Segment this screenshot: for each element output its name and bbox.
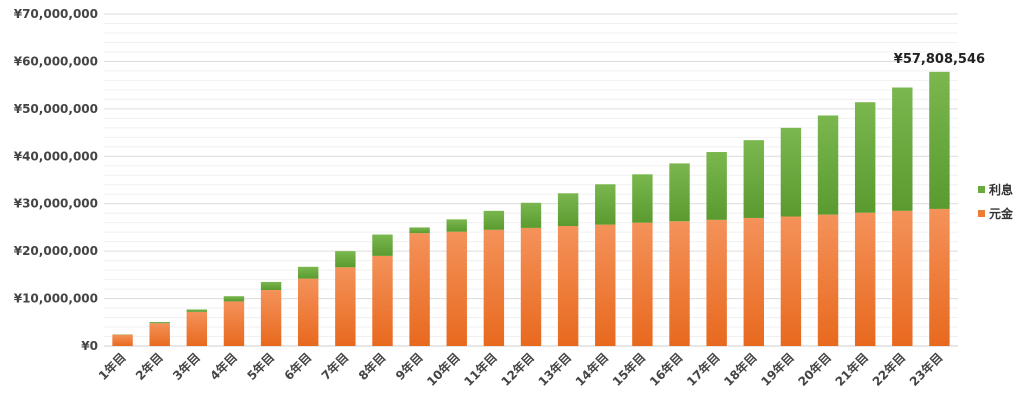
bar-principal	[261, 290, 281, 346]
bar-interest	[224, 296, 244, 301]
y-tick-label: ¥20,000,000	[14, 244, 98, 258]
legend-swatch-interest	[978, 186, 985, 193]
x-tick-label: 22年目	[869, 350, 908, 389]
y-tick-label: ¥70,000,000	[14, 7, 98, 21]
bar-interest	[409, 227, 429, 233]
bar-principal	[818, 215, 838, 346]
x-tick-label: 12年目	[498, 350, 537, 389]
x-tick-label: 20年目	[795, 350, 834, 389]
y-tick-label: ¥40,000,000	[14, 149, 98, 163]
bar-interest	[261, 282, 281, 290]
y-tick-label: ¥60,000,000	[14, 54, 98, 68]
bar-principal	[558, 226, 578, 346]
bar-interest	[447, 219, 467, 231]
x-tick-label: 6年目	[281, 350, 314, 383]
x-tick-label: 16年目	[646, 350, 685, 389]
bar-interest	[372, 235, 392, 256]
bar-principal	[224, 301, 244, 346]
bar-principal	[149, 323, 169, 346]
chart-legend: 利息 元金	[978, 182, 1024, 230]
bar-principal	[744, 218, 764, 346]
x-tick-label: 19年目	[758, 350, 797, 389]
bar-principal	[892, 211, 912, 346]
bar-interest	[929, 72, 949, 209]
bar-interest	[744, 140, 764, 218]
bar-interest	[632, 174, 652, 222]
x-tick-label: 9年目	[392, 350, 425, 383]
bar-principal	[706, 220, 726, 346]
bar-principal	[855, 213, 875, 346]
bar-principal	[409, 233, 429, 346]
x-tick-label: 8年目	[355, 350, 388, 383]
bar-interest	[521, 203, 541, 228]
bar-principal	[669, 221, 689, 346]
bar-interest	[818, 115, 838, 214]
bar-principal	[595, 225, 615, 346]
bar-interest	[781, 128, 801, 217]
bar-principal	[447, 232, 467, 346]
bar-interest	[187, 309, 207, 311]
bar-interest	[484, 211, 504, 230]
x-tick-label: 14年目	[572, 350, 611, 389]
bar-principal	[781, 217, 801, 346]
bar-principal	[298, 279, 318, 346]
legend-item-interest: 利息	[978, 182, 1024, 196]
x-tick-label: 5年目	[244, 350, 277, 383]
bar-principal	[372, 256, 392, 346]
total-annotation: ¥57,808,546	[894, 52, 985, 67]
bar-principal	[632, 223, 652, 346]
y-tick-label: ¥0	[81, 339, 98, 353]
x-tick-label: 23年目	[906, 350, 945, 389]
x-tick-label: 15年目	[609, 350, 648, 389]
x-tick-label: 13年目	[535, 350, 574, 389]
x-tick-label: 21年目	[832, 350, 871, 389]
x-tick-label: 3年目	[169, 350, 202, 383]
bar-interest	[892, 88, 912, 211]
bar-principal	[929, 209, 949, 346]
bar-interest	[855, 102, 875, 213]
legend-item-principal: 元金	[978, 206, 1024, 220]
bar-interest	[706, 152, 726, 220]
x-tick-label: 11年目	[461, 350, 500, 389]
bar-interest	[335, 251, 355, 267]
x-tick-label: 7年目	[318, 350, 351, 383]
y-tick-label: ¥30,000,000	[14, 197, 98, 211]
legend-label-interest: 利息	[989, 181, 1013, 198]
bar-principal	[112, 335, 132, 346]
x-tick-label: 1年目	[95, 350, 128, 383]
bar-interest	[595, 184, 615, 224]
bar-principal	[187, 312, 207, 346]
legend-label-principal: 元金	[989, 205, 1013, 222]
x-tick-label: 4年目	[207, 350, 240, 383]
bar-principal	[484, 230, 504, 346]
bar-interest	[669, 163, 689, 221]
bar-interest	[558, 193, 578, 226]
bar-interest	[298, 267, 318, 279]
legend-swatch-principal	[978, 210, 985, 217]
x-tick-label: 10年目	[423, 350, 462, 389]
bar-principal	[335, 267, 355, 346]
bar-principal	[521, 228, 541, 346]
bar-interest	[149, 322, 169, 323]
x-tick-label: 2年目	[132, 350, 165, 383]
x-tick-label: 17年目	[683, 350, 722, 389]
y-tick-label: ¥10,000,000	[14, 292, 98, 306]
y-tick-label: ¥50,000,000	[14, 102, 98, 116]
x-tick-label: 18年目	[721, 350, 760, 389]
